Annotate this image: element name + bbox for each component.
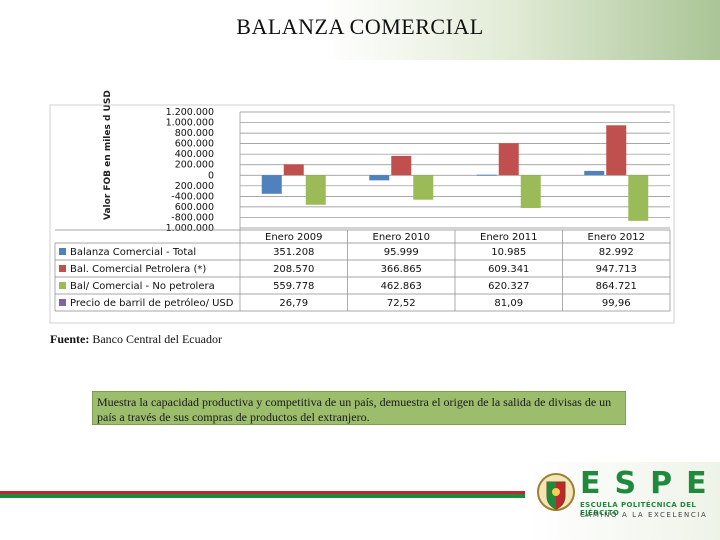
logo-espe: ESPE	[580, 466, 720, 501]
data-label: 947.713	[596, 264, 637, 275]
bar	[520, 175, 541, 208]
y-tick-label: -800.000	[171, 212, 214, 223]
legend-swatch	[59, 265, 66, 272]
data-label: 72,52	[387, 298, 416, 309]
y-tick-label: 1.000.000	[166, 118, 214, 129]
data-label: 95.999	[384, 247, 419, 258]
legend-swatch	[59, 299, 66, 306]
data-label: 366.865	[381, 264, 422, 275]
data-label: 81,09	[494, 298, 523, 309]
data-label: 462.863	[381, 281, 422, 292]
data-label: 864.721	[596, 281, 637, 292]
legend-entry: Bal. Comercial Petrolera (*)	[70, 264, 206, 275]
x-tick-label: Enero 2011	[480, 232, 537, 243]
y-tick-label: 1.000.000	[166, 223, 214, 234]
y-tick-label: 600.000	[175, 202, 214, 213]
source-text: Banco Central del Ecuador	[89, 332, 222, 346]
footer-red-stripe	[0, 491, 525, 494]
bar	[391, 155, 412, 176]
data-label: 620.327	[488, 281, 529, 292]
data-label: 99,96	[602, 298, 631, 309]
chart-frame	[49, 104, 675, 324]
data-label: 208.570	[273, 264, 314, 275]
y-tick-label: 200.000	[175, 160, 214, 171]
y-tick-label: 400.000	[175, 149, 214, 160]
logo-subtitle: ESCUELA POLITÉCNICA DEL EJÉRCITO	[580, 501, 697, 517]
y-tick-label: 800.000	[175, 128, 214, 139]
page-title: BALANZA COMERCIAL	[236, 14, 484, 39]
footer-green-stripe	[0, 494, 525, 498]
bar	[476, 174, 497, 176]
y-tick-label: 600.000	[175, 139, 214, 150]
bar	[261, 175, 282, 194]
y-tick-label: 200.000	[175, 181, 214, 192]
header-banner	[0, 0, 720, 60]
crest-icon	[537, 473, 575, 511]
data-label: 351.208	[273, 247, 314, 258]
bar	[413, 175, 434, 200]
legend-entry: Precio de barril de petróleo/ USD	[70, 297, 234, 309]
legend-swatch	[59, 248, 66, 255]
source-label: Fuente:	[50, 332, 90, 346]
data-label: 26,79	[279, 298, 308, 309]
y-tick-label: 0	[208, 170, 214, 181]
logo-motto: CAMINO A LA EXCELENCIA	[580, 511, 708, 519]
y-tick-label: -400.000	[171, 191, 214, 202]
balanza-chart: 1.200.0001.000.000800.000600.000400.0002…	[49, 104, 675, 324]
data-label: 609.341	[488, 264, 529, 275]
bar	[628, 175, 649, 221]
bar	[305, 175, 326, 205]
bar	[584, 170, 605, 176]
legend-entry: Balanza Comercial - Total	[70, 247, 196, 258]
data-label: 559.778	[273, 281, 314, 292]
source-note: Fuente: Banco Central del Ecuador	[50, 332, 222, 347]
bar	[283, 164, 304, 176]
chart-container: 1.200.000 1.000.000 800.000 600.000 400.000 2…	[45, 100, 675, 325]
y-tick-label: 1.200.000	[166, 107, 214, 118]
legend-entry: Bal/ Comercial - No petrolera	[70, 281, 215, 292]
description-box: Muestra la capacidad productiva y compet…	[92, 391, 626, 425]
data-label: 10.985	[491, 247, 526, 258]
bar	[606, 125, 627, 176]
bar	[498, 143, 519, 176]
x-tick-label: Enero 2009	[265, 232, 322, 243]
x-tick-label: Enero 2012	[588, 232, 645, 243]
bar	[369, 175, 390, 181]
legend-swatch	[59, 282, 66, 289]
x-tick-label: Enero 2010	[373, 232, 430, 243]
data-label: 82.992	[599, 247, 634, 258]
